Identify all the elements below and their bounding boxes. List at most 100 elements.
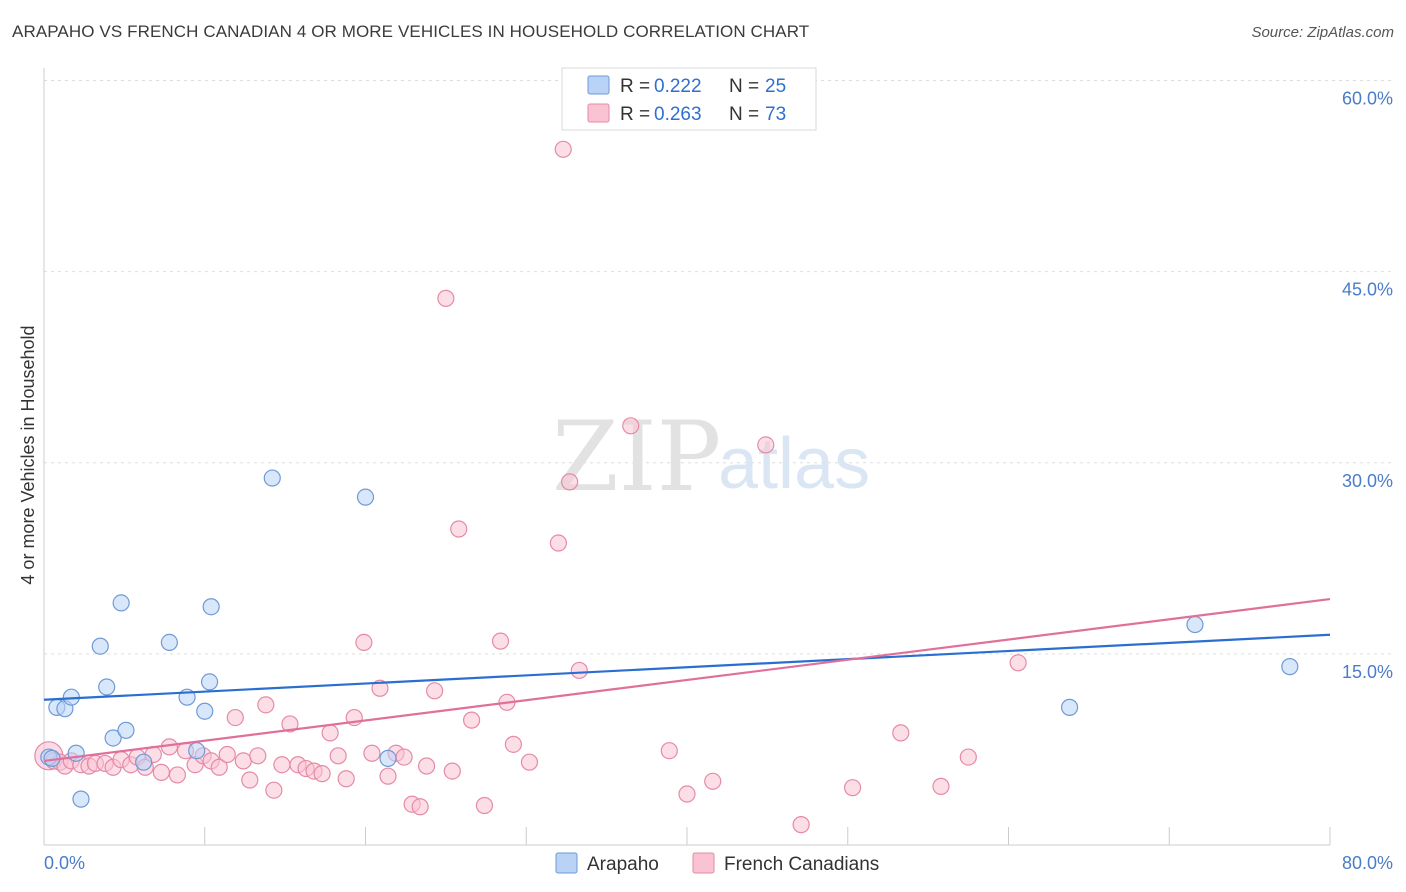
legend-n-value-french-canadians: 73 [765, 104, 786, 125]
french-canadians-point [678, 785, 696, 803]
arapaho-point [98, 678, 116, 696]
arapaho-point [67, 744, 85, 762]
french-canadians-point [892, 724, 910, 742]
french-canadians-point [249, 747, 267, 765]
legend-swatch-arapaho [587, 75, 610, 95]
french-canadians-point [395, 748, 413, 766]
arapaho-point [263, 469, 281, 487]
french-canadians-point [281, 715, 299, 733]
y-tick-label: 15.0% [1342, 662, 1393, 682]
french-canadians-point [152, 763, 170, 781]
bottom-legend-label-french-canadians: French Canadians [724, 854, 879, 875]
arapaho-point [379, 749, 397, 767]
french-canadians-point [757, 436, 775, 454]
bottom-legend-swatch-french-canadians [692, 852, 715, 874]
watermark-atlas: atlas [718, 424, 870, 504]
y-tick-label: 45.0% [1342, 280, 1393, 300]
french-canadians-point [1009, 654, 1027, 672]
french-canadians-point [257, 696, 275, 714]
french-canadians-point [411, 798, 429, 816]
legend-swatch-french-canadians [587, 103, 610, 123]
french-canadians-points [34, 140, 1027, 834]
french-canadians-point [234, 752, 252, 770]
french-canadians-point [168, 766, 187, 784]
french-canadians-point [226, 708, 244, 727]
french-canadians-point [426, 682, 444, 700]
french-canadians-point [660, 742, 678, 760]
french-canadians-point [321, 724, 339, 742]
french-canadians-point [491, 632, 510, 650]
arapaho-point [112, 594, 130, 612]
legend-r-label-arapaho: R = [620, 76, 650, 97]
french-canadians-point [371, 679, 389, 697]
french-canadians-point [337, 770, 355, 788]
arapaho-point [196, 702, 214, 720]
french-canadians-point [450, 520, 468, 538]
french-canadians-point [379, 767, 397, 785]
arapaho-point [160, 633, 178, 652]
source-label: Source: ZipAtlas.com [1251, 24, 1394, 41]
french-canadians-point [843, 779, 862, 797]
watermark: ZIP atlas [552, 401, 870, 513]
legend-r-value-french-canadians: 0.263 [654, 104, 702, 125]
french-canadians-point [570, 661, 588, 680]
french-canadians-point [313, 765, 331, 783]
y-axis-title: 4 or more Vehicles in Household [18, 325, 38, 584]
french-canadians-trend-line [43, 597, 1331, 762]
x-tick-label-max: 80.0% [1342, 853, 1393, 873]
legend-r-label-french-canadians: R = [620, 104, 650, 125]
chart-title: ARAPAHO VS FRENCH CANADIAN 4 OR MORE VEH… [12, 22, 810, 41]
french-canadians-point [504, 735, 522, 753]
arapaho-point [200, 673, 219, 691]
french-canadians-point [462, 711, 481, 729]
y-tick-labels: 15.0% 30.0% 45.0% 60.0% [1342, 89, 1393, 682]
arapaho-point [1186, 615, 1204, 634]
gridlines [44, 80, 1393, 655]
french-canadians-point [363, 744, 381, 762]
y-tick-label: 60.0% [1342, 89, 1393, 109]
french-canadians-point [417, 757, 436, 775]
y-tick-label: 30.0% [1342, 471, 1393, 491]
french-canadians-point [329, 747, 347, 765]
arapaho-point [135, 753, 153, 771]
arapaho-point [356, 488, 375, 506]
arapaho-point [117, 721, 135, 739]
legend-n-label-french-canadians: N = [729, 104, 759, 125]
bottom-legend: Arapaho French Canadians [555, 852, 879, 875]
x-tick-labels: 0.0% 80.0% [44, 853, 1393, 873]
arapaho-point [1281, 658, 1299, 676]
french-canadians-point [273, 756, 291, 774]
french-canadians-point [437, 289, 455, 307]
bottom-legend-swatch-arapaho [555, 852, 578, 874]
legend-n-value-arapaho: 25 [765, 76, 786, 97]
french-canadians-point [520, 753, 539, 771]
french-canadians-point [554, 140, 572, 158]
legend-n-label-arapaho: N = [729, 76, 759, 97]
arapaho-point [91, 637, 109, 655]
french-canadians-point [443, 762, 461, 780]
french-canadians-point [210, 758, 228, 776]
french-canadians-point [218, 745, 236, 764]
french-canadians-point [704, 772, 722, 790]
arapaho-trend-line [43, 633, 1331, 701]
french-canadians-point [265, 781, 283, 799]
french-canadians-point [622, 417, 640, 435]
legend-r-value-arapaho: 0.222 [654, 76, 702, 97]
french-canadians-point [932, 777, 950, 795]
french-canadians-point [549, 534, 568, 552]
french-canadians-point [475, 796, 494, 815]
arapaho-point [188, 742, 206, 760]
arapaho-point [104, 729, 122, 747]
arapaho-point [1060, 698, 1079, 716]
french-canadians-point [959, 748, 977, 766]
french-canadians-point [355, 633, 373, 652]
watermark-zip: ZIP [552, 401, 721, 513]
french-canadians-point [792, 816, 810, 834]
arapaho-point [202, 598, 220, 616]
bottom-legend-label-arapaho: Arapaho [587, 854, 659, 875]
axes [43, 68, 1331, 846]
trend-lines [43, 597, 1331, 762]
x-tick-label-min: 0.0% [44, 853, 85, 873]
arapaho-point [72, 790, 90, 808]
